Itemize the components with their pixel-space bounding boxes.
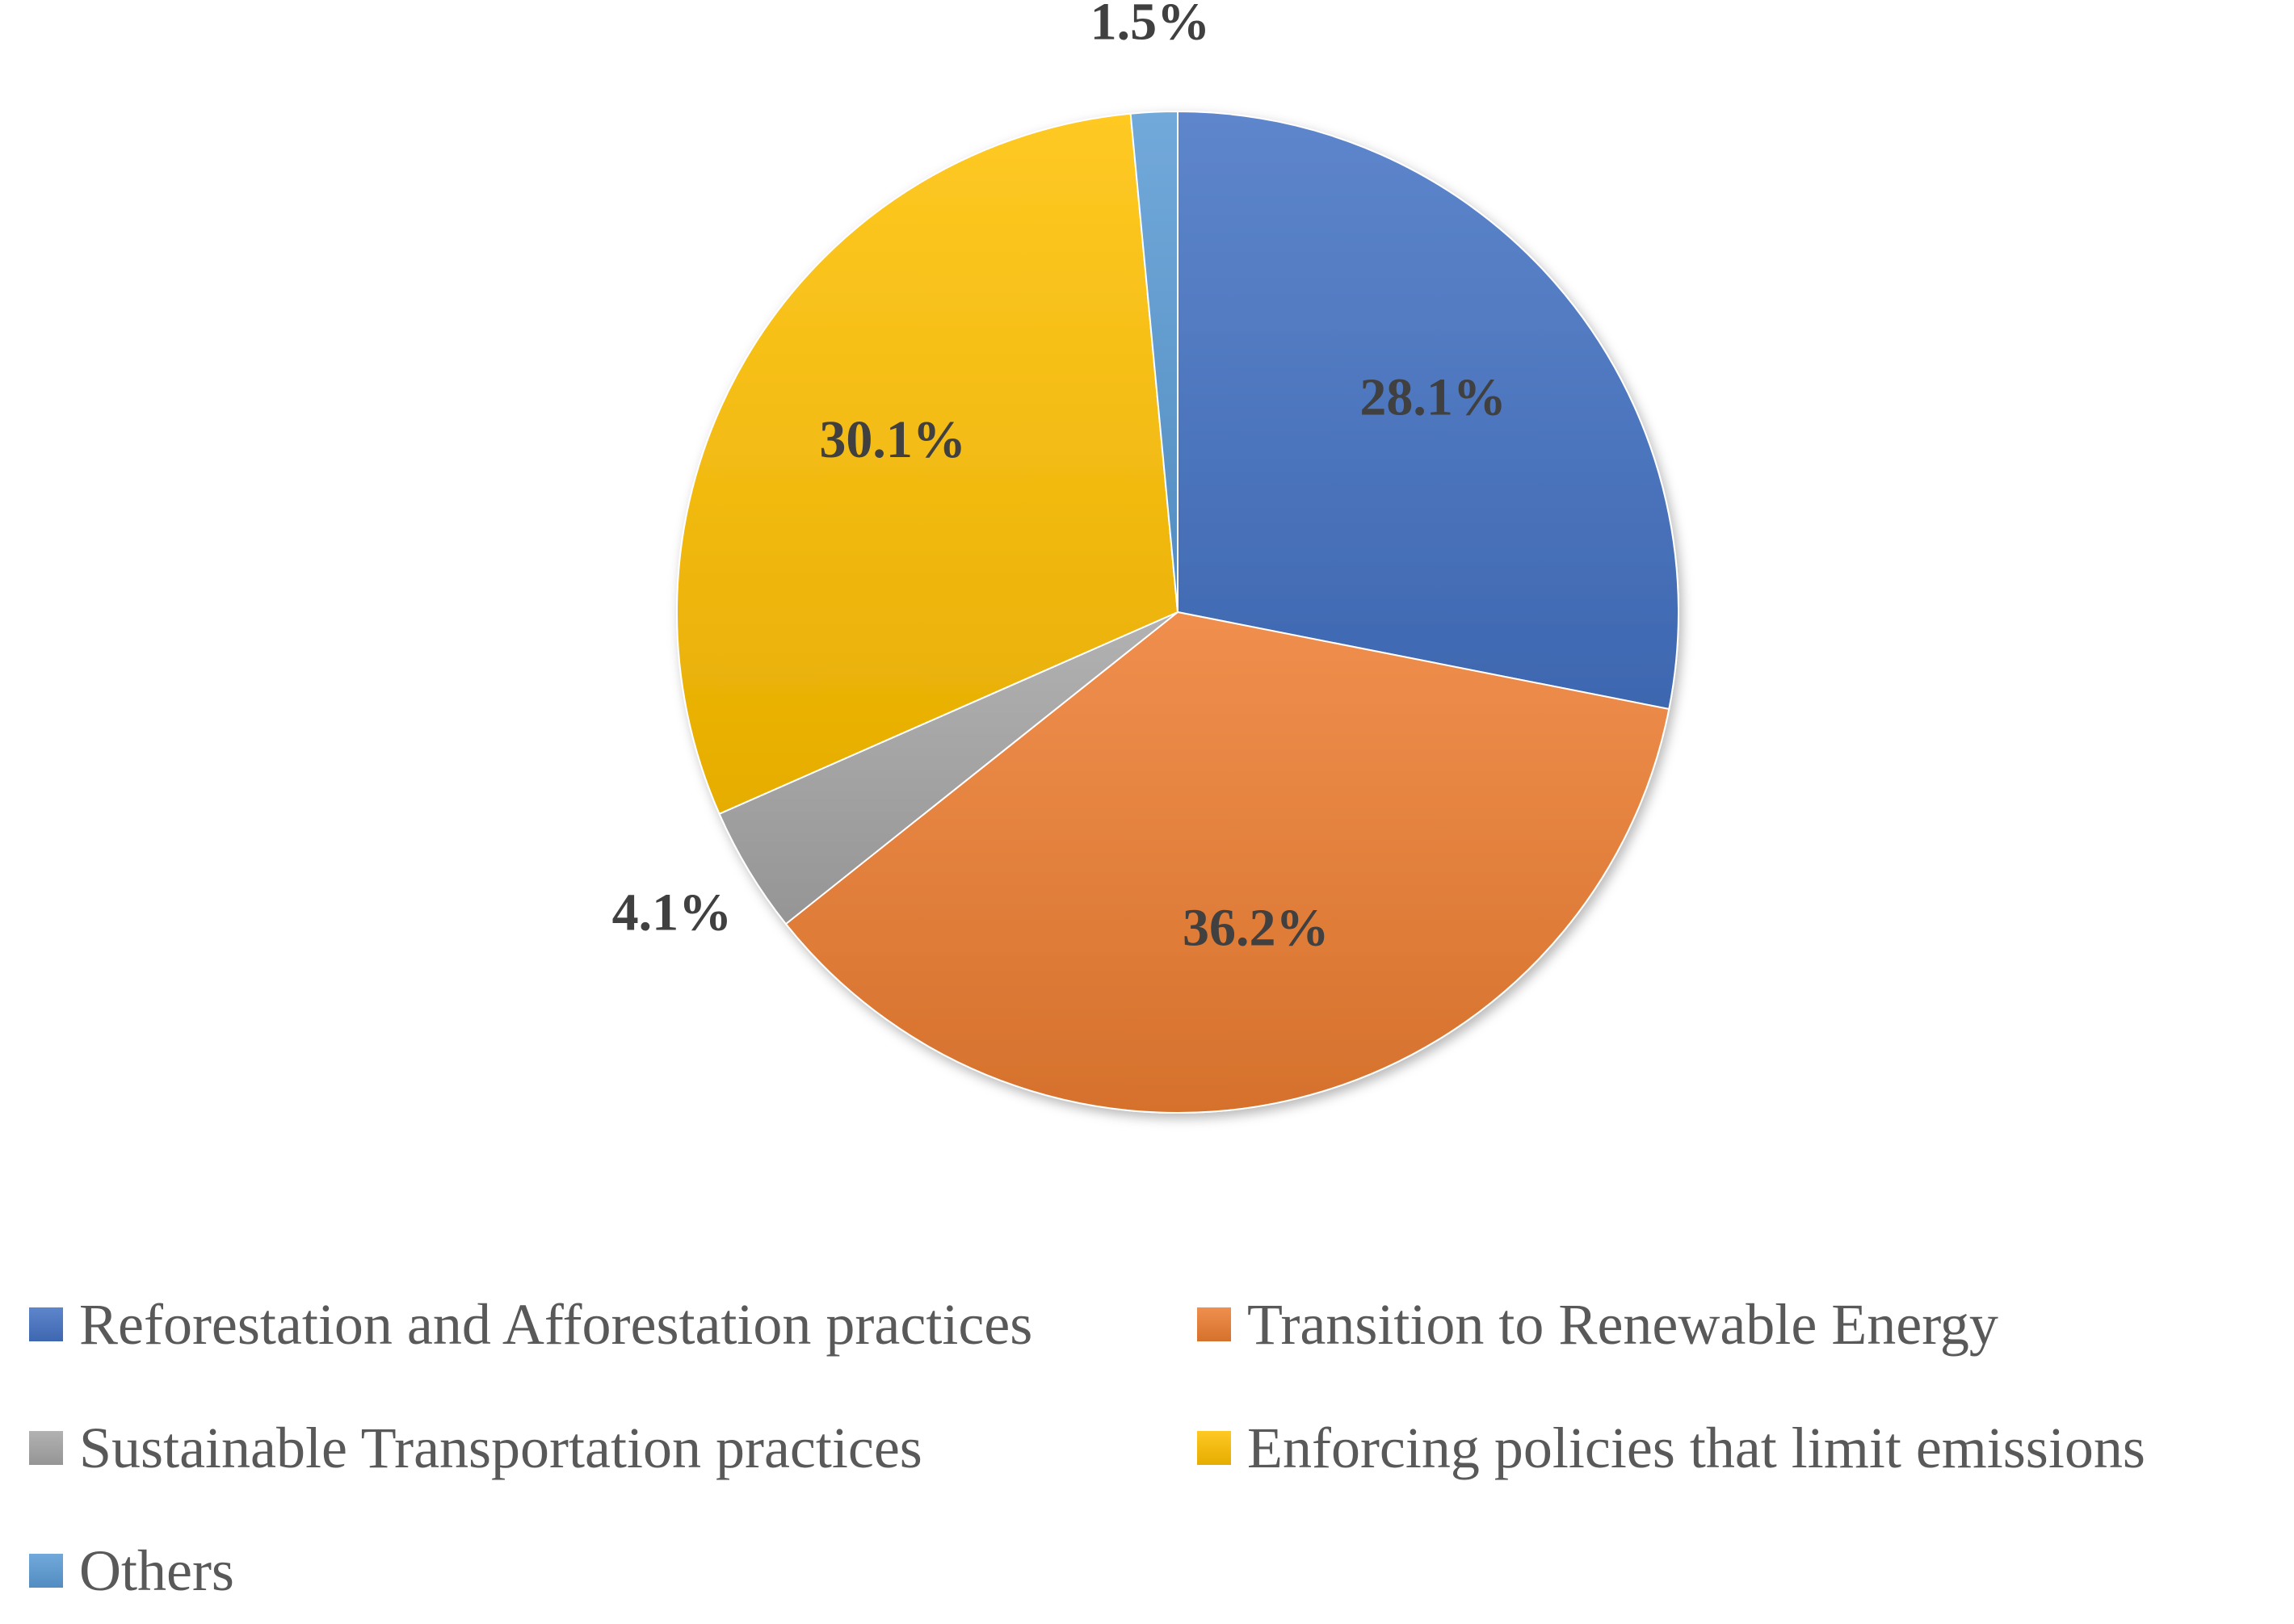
pie-slice-others: [1129, 110, 1179, 613]
pie-slices: [676, 110, 1679, 1114]
pie-slice-reforestation-and-afforestation-practices: [1177, 110, 1679, 711]
data-label-others: 1.5%: [1090, 0, 1211, 52]
data-label-enforcing-policies-that-limit-emissions: 30.1%: [819, 410, 966, 469]
pie-slice-enforcing-policies-that-limit-emissions: [676, 112, 1179, 816]
pie-data-labels: 28.1% 36.2% 4.1% 30.1% 1.5%: [612, 0, 1506, 958]
pie-slice-transition-to-renewable-energy: [784, 611, 1670, 1114]
data-label-sustainable-transportation-practices: 4.1%: [612, 883, 733, 942]
data-label-reforestation-and-afforestation-practices: 28.1%: [1359, 367, 1506, 426]
data-label-transition-to-renewable-energy: 36.2%: [1183, 899, 1330, 958]
